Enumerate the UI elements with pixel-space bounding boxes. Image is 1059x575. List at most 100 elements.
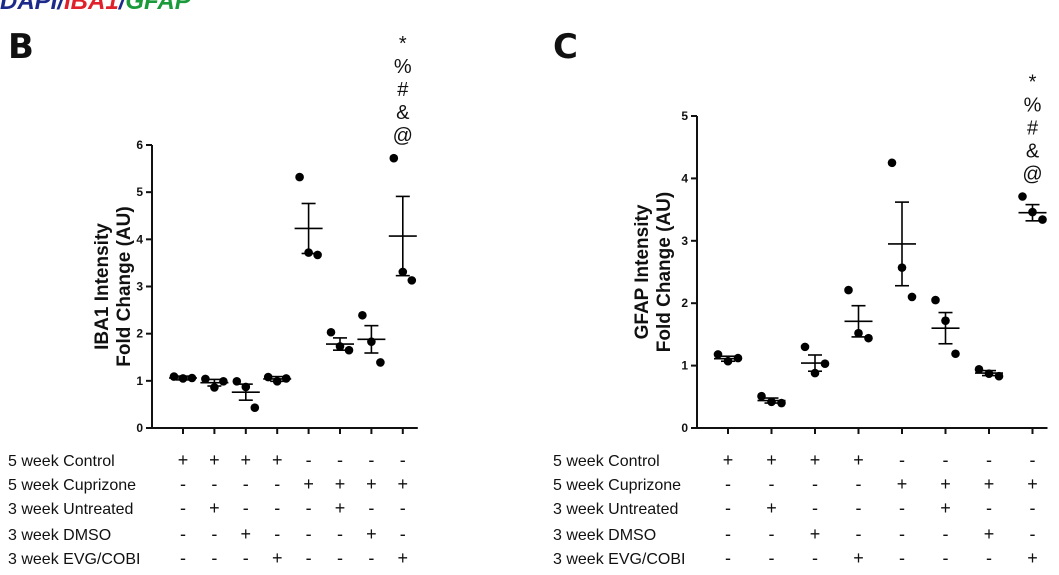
group-8 (1018, 192, 1047, 224)
condition-sign: + (272, 450, 283, 470)
condition-sign: - (812, 474, 818, 494)
condition-sign: + (366, 474, 377, 494)
condition-sign: - (856, 524, 862, 544)
condition-label: 3 week Untreated (8, 501, 133, 518)
panel-B: B IBA1 IntensityFold Change (AU) 0 1 2 3 4 5 6 *%… (8, 27, 418, 568)
data-point (887, 158, 897, 168)
condition-sign: + (940, 498, 951, 518)
condition-sign: + (335, 474, 346, 494)
condition-sign: + (723, 450, 734, 470)
significance-mark: & (396, 102, 410, 124)
header-sep-1: / (57, 0, 65, 15)
condition-label: 3 week EVG/COBI (8, 551, 141, 568)
significance-mark: * (1029, 71, 1037, 93)
condition-sign: - (812, 498, 818, 518)
condition-sign: - (368, 450, 374, 470)
condition-sign: - (856, 498, 862, 518)
data-point (344, 345, 354, 355)
condition-label: 3 week Untreated (553, 501, 678, 518)
header-part-gfap: GFAP (125, 0, 191, 15)
group-1 (713, 350, 743, 366)
condition-sign: - (856, 474, 862, 494)
condition-sign: - (180, 548, 186, 568)
data-point (376, 358, 385, 367)
group-1 (169, 372, 197, 383)
condition-sign: - (274, 498, 280, 518)
condition-sign: - (986, 450, 992, 470)
condition-sign: + (853, 548, 864, 568)
group-5 (887, 158, 917, 302)
condition-label: 3 week EVG/COBI (553, 551, 686, 568)
data-point (313, 250, 322, 260)
data-point (713, 350, 723, 359)
condition-sign: - (1030, 524, 1036, 544)
data-point (931, 295, 940, 305)
data-point (326, 327, 336, 337)
header-part-iba1: IBA1 (64, 0, 119, 15)
condition-sign: - (943, 548, 949, 568)
condition-label: 5 week Cuprizone (8, 477, 136, 494)
data-point (907, 292, 917, 302)
data-point (951, 349, 960, 359)
data-point (1018, 192, 1027, 201)
group-7 (974, 365, 1004, 381)
condition-sign: + (178, 450, 189, 470)
group-7 (357, 310, 386, 367)
condition-sign: - (986, 498, 992, 518)
significance-mark: % (1024, 94, 1042, 116)
y-tick-label: 5 (136, 185, 143, 199)
group-3 (800, 342, 830, 378)
data-point (219, 377, 228, 386)
data-point (974, 365, 984, 374)
y-axis-title-line: Fold Change (AU) (654, 192, 675, 352)
data-point (358, 310, 367, 320)
group-2 (757, 391, 786, 408)
data-point (844, 285, 853, 295)
y-axis-title-line: GFAP Intensity (632, 204, 653, 339)
data-point (1038, 215, 1047, 224)
condition-sign: + (335, 498, 346, 518)
condition-sign: - (400, 498, 406, 518)
condition-sign: + (897, 474, 908, 494)
condition-sign: + (241, 450, 252, 470)
y-axis-title-line: Fold Change (AU) (114, 206, 135, 366)
condition-sign: - (943, 450, 949, 470)
panel-letter: B (8, 27, 34, 67)
condition-sign: - (899, 450, 905, 470)
condition-sign: + (398, 548, 409, 568)
condition-sign: + (1027, 474, 1038, 494)
condition-sign: - (725, 498, 731, 518)
condition-label: 5 week Cuprizone (553, 477, 681, 494)
condition-sign: - (769, 474, 775, 494)
condition-sign: - (306, 498, 312, 518)
condition-sign: - (211, 474, 217, 494)
condition-sign: - (368, 548, 374, 568)
data-point (757, 391, 766, 401)
group-6 (326, 327, 354, 355)
condition-sign: - (812, 548, 818, 568)
group-8 (388, 153, 417, 285)
group-5 (294, 172, 323, 260)
group-2 (200, 374, 229, 392)
y-axis-title: IBA1 IntensityFold Change (AU) (92, 206, 135, 366)
condition-sign: - (1030, 450, 1036, 470)
group-4 (844, 285, 873, 343)
condition-label: 5 week Control (8, 453, 115, 470)
significance-mark: % (394, 56, 412, 78)
y-tick-label: 0 (136, 421, 143, 435)
condition-sign: - (180, 474, 186, 494)
data-point (994, 371, 1004, 381)
condition-sign: - (400, 524, 406, 544)
y-tick-label: 2 (681, 296, 688, 310)
condition-sign: - (943, 524, 949, 544)
data-point (295, 172, 304, 182)
condition-label: 3 week DMSO (8, 527, 111, 544)
condition-sign: - (725, 548, 731, 568)
header-part-dapi: DAPI (0, 0, 58, 15)
condition-sign: - (180, 524, 186, 544)
condition-sign: - (306, 450, 312, 470)
condition-label: 5 week Control (553, 453, 660, 470)
condition-sign: - (337, 548, 343, 568)
condition-label: 3 week DMSO (553, 527, 656, 544)
